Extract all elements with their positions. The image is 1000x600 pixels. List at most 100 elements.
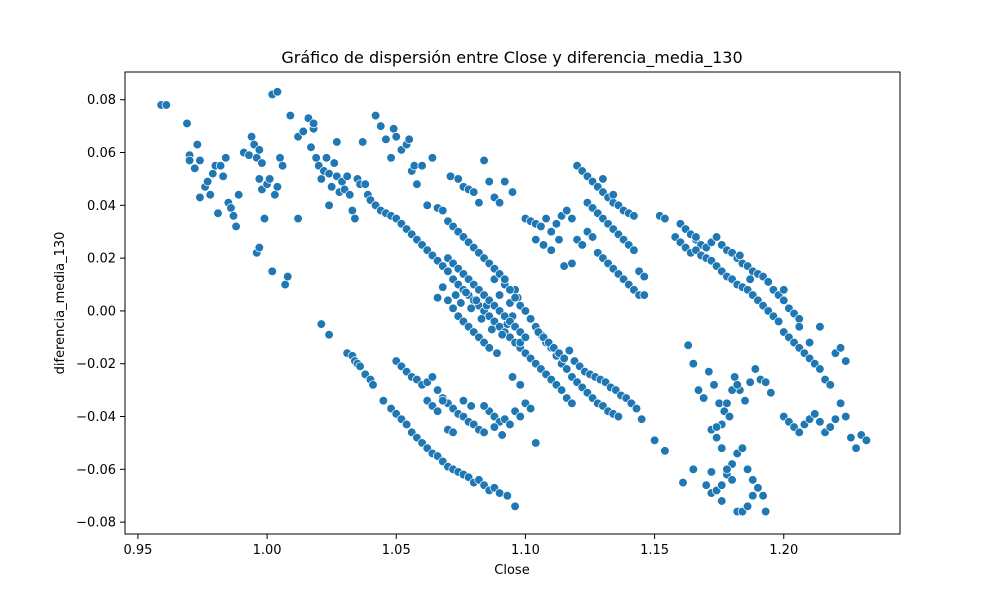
data-point bbox=[546, 245, 556, 255]
data-point bbox=[637, 414, 647, 424]
y-tick-label: 0.06 bbox=[87, 146, 116, 161]
data-point bbox=[660, 446, 670, 456]
data-point bbox=[456, 298, 466, 308]
data-point bbox=[190, 163, 200, 174]
data-point bbox=[458, 396, 469, 406]
data-point bbox=[613, 411, 624, 422]
data-point bbox=[510, 501, 520, 511]
data-point bbox=[515, 411, 525, 422]
data-point bbox=[308, 118, 319, 129]
data-point bbox=[711, 232, 722, 242]
data-point bbox=[409, 161, 419, 171]
y-axis-label: diferencia_media_130 bbox=[53, 232, 68, 375]
y-tick-label: 0.02 bbox=[87, 252, 116, 267]
y-axis: −0.08 −0.06 −0.04 −0.02 0.00 0.02 0.04 0.06 0.08 bbox=[76, 93, 125, 531]
y-tick-label: −0.02 bbox=[76, 357, 116, 372]
data-point bbox=[270, 190, 280, 200]
data-point bbox=[246, 132, 257, 142]
data-point bbox=[438, 282, 448, 292]
data-point bbox=[368, 380, 378, 390]
data-point bbox=[510, 293, 520, 303]
data-point bbox=[525, 314, 536, 324]
y-tick-label: −0.04 bbox=[76, 410, 116, 425]
data-point bbox=[515, 380, 525, 390]
x-tick-label: 1.15 bbox=[640, 543, 669, 558]
data-point bbox=[324, 200, 334, 210]
data-point bbox=[709, 380, 719, 390]
data-point bbox=[841, 411, 851, 422]
data-point bbox=[722, 398, 732, 408]
data-point bbox=[479, 427, 489, 438]
data-point bbox=[298, 126, 308, 137]
data-point bbox=[567, 398, 577, 408]
data-point bbox=[192, 139, 202, 150]
data-point bbox=[520, 332, 531, 342]
data-point bbox=[445, 171, 456, 181]
data-point bbox=[448, 303, 458, 313]
data-point bbox=[358, 137, 368, 147]
data-point bbox=[417, 161, 427, 171]
data-point bbox=[489, 422, 500, 432]
data-point bbox=[711, 432, 722, 443]
data-point bbox=[835, 398, 846, 408]
chart-title: Gráfico de dispersión entre Close y dife… bbox=[281, 48, 742, 68]
data-point bbox=[427, 153, 438, 163]
data-point bbox=[161, 100, 171, 110]
data-point bbox=[766, 388, 776, 398]
data-point bbox=[432, 385, 443, 395]
data-point bbox=[479, 401, 489, 411]
data-point bbox=[742, 501, 753, 511]
data-point bbox=[381, 134, 391, 144]
data-point bbox=[285, 110, 295, 121]
data-point bbox=[559, 353, 569, 364]
data-point bbox=[520, 306, 531, 316]
data-point bbox=[562, 205, 572, 216]
data-point bbox=[631, 403, 642, 414]
data-point bbox=[293, 213, 303, 224]
data-point bbox=[564, 345, 574, 356]
data-point bbox=[546, 227, 556, 237]
data-point bbox=[453, 174, 463, 184]
data-point bbox=[272, 87, 283, 97]
data-point bbox=[412, 179, 422, 189]
data-point bbox=[391, 132, 401, 142]
data-point bbox=[218, 171, 228, 181]
data-point bbox=[479, 155, 489, 166]
data-point bbox=[466, 303, 476, 313]
data-point bbox=[717, 443, 727, 453]
data-point bbox=[355, 361, 365, 372]
data-point bbox=[215, 161, 226, 171]
data-point bbox=[497, 430, 507, 440]
data-point bbox=[745, 377, 755, 387]
data-point bbox=[184, 155, 195, 166]
data-point bbox=[244, 150, 254, 160]
data-point bbox=[329, 158, 339, 168]
data-point bbox=[476, 314, 487, 324]
data-point bbox=[691, 232, 701, 242]
data-point bbox=[370, 110, 381, 121]
data-point bbox=[830, 414, 841, 424]
data-point bbox=[678, 477, 688, 488]
data-point bbox=[324, 330, 334, 340]
data-point bbox=[846, 432, 856, 443]
data-point bbox=[221, 153, 231, 163]
data-point bbox=[706, 467, 717, 477]
data-point bbox=[259, 213, 270, 224]
data-point bbox=[717, 480, 727, 490]
data-point bbox=[497, 330, 507, 340]
data-point bbox=[704, 366, 714, 377]
data-point bbox=[360, 179, 370, 189]
data-point bbox=[231, 221, 241, 232]
data-point bbox=[277, 161, 288, 171]
data-point bbox=[536, 221, 546, 232]
data-point bbox=[556, 385, 567, 395]
data-point bbox=[386, 153, 396, 163]
plot-frame bbox=[124, 71, 901, 535]
data-point bbox=[773, 316, 784, 327]
data-point bbox=[254, 145, 264, 155]
data-point bbox=[283, 271, 293, 282]
data-point bbox=[316, 174, 326, 184]
data-point bbox=[265, 174, 275, 184]
data-point bbox=[195, 192, 205, 203]
data-point bbox=[531, 438, 541, 448]
